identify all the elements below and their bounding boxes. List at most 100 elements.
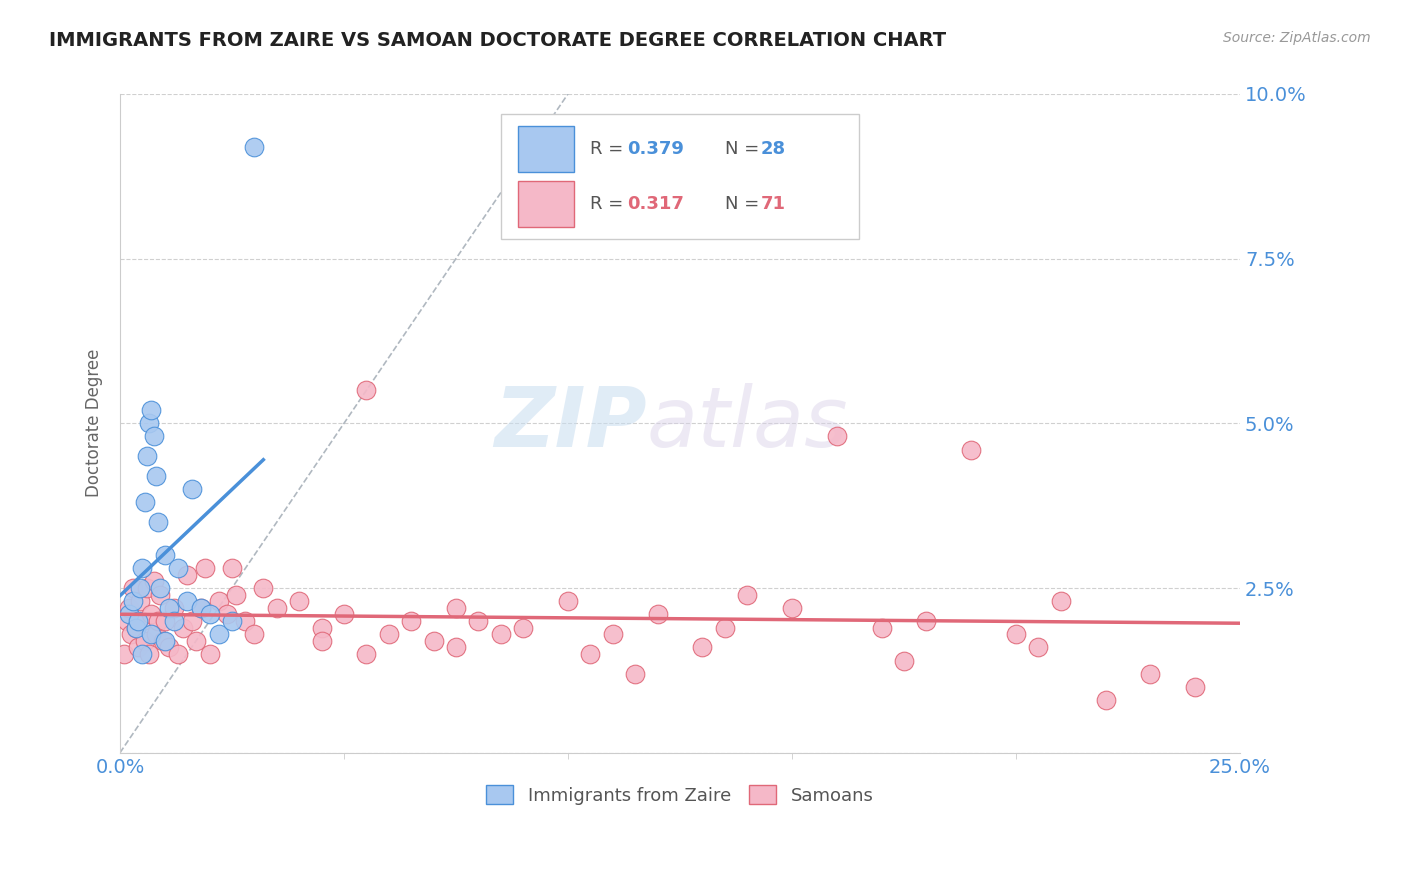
- Point: [146, 515, 169, 529]
- Point: [163, 600, 186, 615]
- FancyBboxPatch shape: [517, 126, 574, 172]
- Point: [311, 621, 333, 635]
- Point: [176, 567, 198, 582]
- Text: ZIP: ZIP: [494, 383, 647, 464]
- Point: [915, 614, 938, 628]
- Point: [288, 594, 311, 608]
- Text: R =: R =: [591, 194, 630, 213]
- Point: [129, 581, 152, 595]
- Point: [124, 621, 146, 635]
- Point: [146, 614, 169, 628]
- Point: [624, 666, 647, 681]
- Point: [153, 614, 176, 628]
- Point: [118, 600, 141, 615]
- Point: [512, 621, 534, 635]
- Point: [444, 640, 467, 655]
- Point: [1184, 680, 1206, 694]
- Point: [131, 614, 153, 628]
- Point: [131, 647, 153, 661]
- Point: [870, 621, 893, 635]
- Point: [134, 633, 156, 648]
- Point: [378, 627, 401, 641]
- Point: [243, 139, 266, 153]
- Point: [225, 588, 247, 602]
- Point: [141, 403, 163, 417]
- Point: [399, 614, 422, 628]
- Point: [311, 633, 333, 648]
- Point: [557, 594, 579, 608]
- Point: [221, 614, 243, 628]
- Point: [207, 627, 229, 641]
- Point: [960, 442, 983, 457]
- Point: [127, 614, 149, 628]
- Point: [489, 627, 512, 641]
- Point: [157, 600, 180, 615]
- Point: [194, 561, 217, 575]
- Point: [252, 581, 274, 595]
- Point: [120, 627, 142, 641]
- Point: [163, 614, 186, 628]
- Point: [735, 588, 758, 602]
- Point: [142, 574, 165, 589]
- Point: [135, 449, 157, 463]
- Point: [131, 561, 153, 575]
- Point: [124, 621, 146, 635]
- Point: [780, 600, 803, 615]
- Point: [356, 384, 378, 398]
- Text: Source: ZipAtlas.com: Source: ZipAtlas.com: [1223, 31, 1371, 45]
- Point: [235, 614, 257, 628]
- FancyBboxPatch shape: [517, 181, 574, 227]
- Point: [138, 417, 160, 431]
- Point: [198, 607, 221, 622]
- Point: [180, 614, 202, 628]
- Point: [118, 607, 141, 622]
- Point: [714, 621, 737, 635]
- Point: [152, 633, 174, 648]
- Point: [1049, 594, 1071, 608]
- Point: [198, 647, 221, 661]
- Point: [1139, 666, 1161, 681]
- Point: [825, 429, 848, 443]
- Point: [141, 627, 163, 641]
- Point: [172, 621, 194, 635]
- Point: [167, 561, 190, 575]
- Point: [356, 647, 378, 661]
- Point: [184, 633, 207, 648]
- Point: [217, 607, 239, 622]
- Point: [167, 647, 190, 661]
- Point: [129, 594, 152, 608]
- Point: [467, 614, 489, 628]
- Text: N =: N =: [725, 194, 765, 213]
- Point: [243, 627, 266, 641]
- Point: [153, 633, 176, 648]
- FancyBboxPatch shape: [501, 113, 859, 239]
- Text: 0.379: 0.379: [627, 140, 685, 158]
- Point: [142, 429, 165, 443]
- Point: [176, 594, 198, 608]
- Point: [122, 594, 145, 608]
- Point: [1028, 640, 1050, 655]
- Point: [127, 640, 149, 655]
- Point: [579, 647, 602, 661]
- Point: [115, 614, 138, 628]
- Point: [207, 594, 229, 608]
- Text: R =: R =: [591, 140, 630, 158]
- Text: 71: 71: [761, 194, 786, 213]
- Point: [135, 581, 157, 595]
- Point: [444, 600, 467, 615]
- Point: [266, 600, 288, 615]
- Point: [153, 548, 176, 562]
- Point: [422, 633, 444, 648]
- Text: 0.317: 0.317: [627, 194, 685, 213]
- Point: [333, 607, 356, 622]
- Point: [647, 607, 669, 622]
- Point: [157, 640, 180, 655]
- Point: [134, 495, 156, 509]
- Point: [114, 647, 136, 661]
- Point: [145, 627, 167, 641]
- Legend: Immigrants from Zaire, Samoans: Immigrants from Zaire, Samoans: [479, 778, 880, 812]
- Point: [893, 653, 915, 667]
- Point: [141, 607, 163, 622]
- Y-axis label: Doctorate Degree: Doctorate Degree: [86, 349, 103, 498]
- Point: [149, 588, 172, 602]
